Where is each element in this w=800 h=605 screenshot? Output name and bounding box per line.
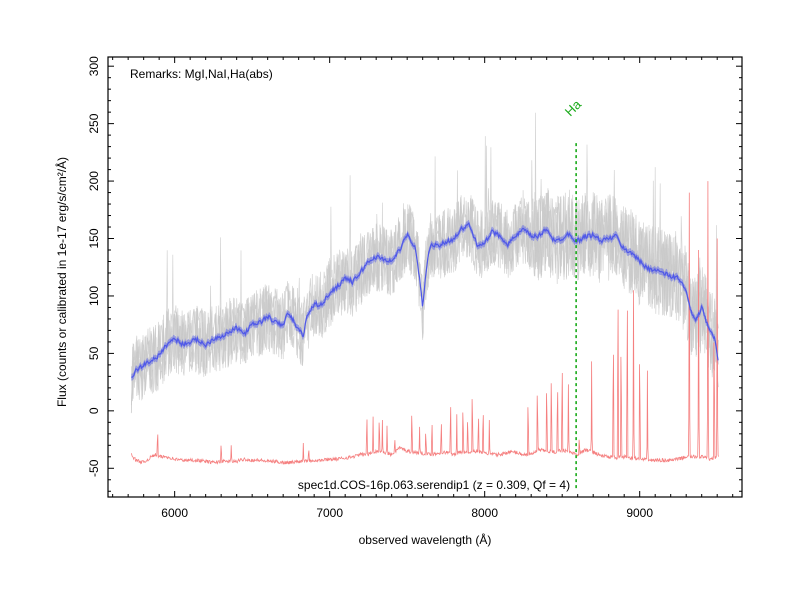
halpha-marker-label: Ha xyxy=(562,96,585,119)
x-tick-label: 8000 xyxy=(471,506,498,520)
raw-flux-trace xyxy=(130,112,719,406)
y-tick-label: 300 xyxy=(87,56,101,76)
y-tick-label: 150 xyxy=(87,228,101,248)
plot-frame xyxy=(107,56,743,498)
plot-axes: 6000 7000 8000 9000 -50 0 50 100 150 200 250 300 xyxy=(87,56,743,520)
y-tick-label: 100 xyxy=(87,286,101,306)
remarks-label: Remarks: MgI,NaI,Ha(abs) xyxy=(130,67,273,81)
y-tick-label: 50 xyxy=(87,346,101,360)
x-axis-label: observed wavelength (Å) xyxy=(359,532,492,547)
y-tick-label: 250 xyxy=(87,113,101,133)
y-axis-ticks: -50 0 50 100 150 200 250 300 xyxy=(87,56,742,492)
x-tick-label: 6000 xyxy=(161,506,188,520)
smoothed-flux-line xyxy=(131,221,719,378)
halpha-marker-layer: Ha xyxy=(562,96,585,491)
smoothed-flux-layer xyxy=(131,219,719,381)
raw-flux-traces xyxy=(130,112,719,414)
x-tick-label: 7000 xyxy=(316,506,343,520)
y-tick-label: -50 xyxy=(87,459,101,477)
sky-spectrum-layer xyxy=(130,181,719,465)
x-tick-label: 9000 xyxy=(626,506,653,520)
object-id-label: spec1d.COS-16p.063.serendip1 (z = 0.309,… xyxy=(298,478,570,492)
y-axis-label: Flux (counts or calibrated in 1e-17 erg/… xyxy=(54,157,69,407)
y-tick-label: 0 xyxy=(87,407,101,414)
x-axis-ticks: 6000 7000 8000 9000 xyxy=(112,57,734,520)
y-tick-label: 200 xyxy=(87,171,101,191)
sky-spectrum-line xyxy=(130,181,719,465)
